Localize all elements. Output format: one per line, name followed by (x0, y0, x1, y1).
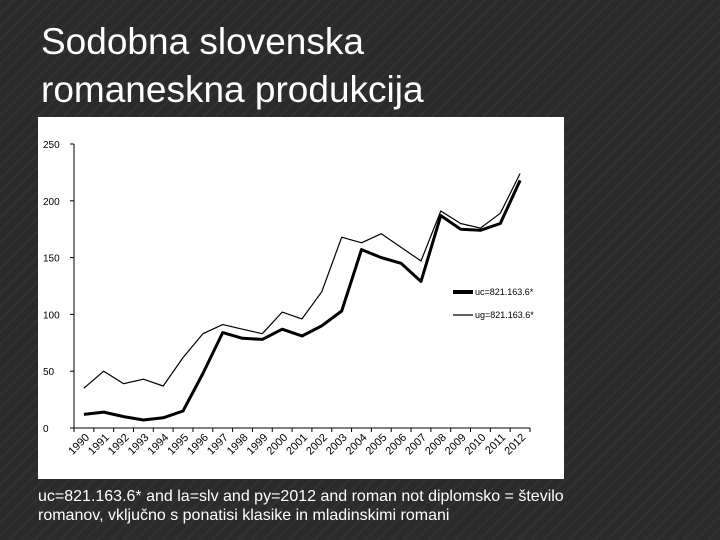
x-tick-label: 2011 (483, 432, 508, 457)
series-line-2 (83, 173, 521, 389)
x-tick-label: 2002 (304, 432, 330, 458)
x-tick-label: 1998 (225, 432, 251, 458)
caption-line-1: uc=821.163.6* and la=slv and py=2012 and… (38, 488, 564, 505)
line-chart: 0 50 100 150 200 250 1990 1991 1992 1993 1994 1995 1… (38, 117, 564, 479)
x-tick-label: 2008 (423, 432, 449, 458)
slide-caption: uc=821.163.6* and la=slv and py=2012 and… (38, 487, 708, 525)
caption-line-2: romanov, vključno s ponatisi klasike in … (38, 507, 450, 524)
x-tick-label: 2003 (324, 432, 350, 458)
x-tick-label: 1992 (106, 432, 132, 458)
slide-title-line-1: Sodobna slovenska (41, 21, 364, 62)
x-tick-label: 1990 (66, 432, 92, 458)
y-tick-label: 50 (43, 367, 55, 378)
slide-title-line-2: romaneskna produkcija (41, 69, 424, 110)
x-tick-label: 2000 (264, 432, 290, 458)
legend-label-2: ug=821.163.6* (475, 310, 534, 320)
x-tick-label: 1999 (245, 432, 271, 458)
x-tick-label: 1994 (146, 432, 172, 458)
x-tick-label: 2007 (403, 432, 429, 458)
y-tick-label: 0 (43, 424, 49, 435)
x-tick-label: 1997 (205, 432, 231, 458)
x-tick-label: 2010 (463, 432, 489, 458)
y-tick-label: 250 (43, 140, 60, 151)
legend-label-1: uc=821.163.6* (475, 287, 534, 297)
y-tick-label: 200 (43, 197, 60, 208)
x-tick-label: 2006 (383, 432, 409, 458)
x-tick-label: 1995 (165, 432, 191, 458)
x-tick-label: 2004 (344, 432, 370, 458)
x-tick-label: 2012 (502, 432, 528, 458)
x-tick-label: 2001 (284, 432, 310, 458)
y-tick-label: 150 (43, 254, 60, 265)
y-tick-label: 100 (43, 310, 60, 321)
x-tick-label: 1991 (86, 432, 112, 458)
slide-title: Sodobna slovenska romaneskna produkcija (41, 18, 641, 114)
x-tick-label: 1993 (126, 432, 152, 458)
line-chart-svg: 0501001502002501990199119921993199419951… (43, 140, 534, 458)
x-tick-label: 1996 (185, 432, 211, 458)
series-line-1 (83, 179, 522, 422)
x-tick-label: 2009 (443, 432, 469, 458)
x-tick-label: 2005 (364, 432, 390, 458)
